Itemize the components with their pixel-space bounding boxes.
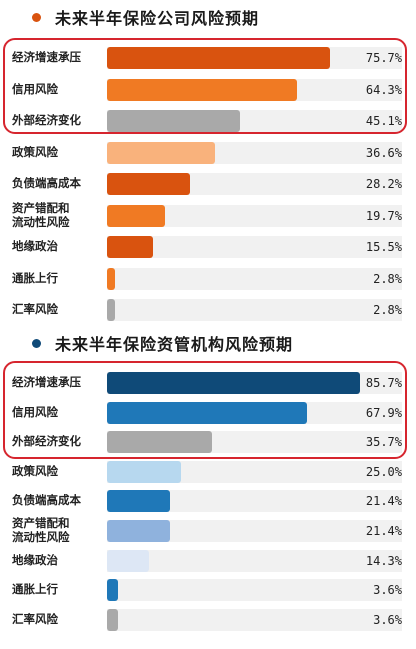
bar	[107, 579, 118, 602]
bar-row: 通胀上行 2.8%	[0, 267, 416, 291]
bar	[107, 236, 153, 258]
bar-row: 负债端高成本 28.2%	[0, 172, 416, 196]
bar-row: 政策风险 25.0%	[0, 460, 416, 484]
bar	[107, 549, 150, 572]
bar-row: 信用风险 67.9%	[0, 401, 416, 425]
bar-row: 外部经济变化 45.1%	[0, 109, 416, 133]
category-label: 汇率风险	[12, 302, 58, 316]
category-label: 信用风险	[12, 404, 58, 419]
bar	[107, 460, 181, 483]
bar-track	[107, 299, 402, 321]
bar-track	[107, 236, 402, 258]
bar	[107, 520, 171, 542]
bar-track	[107, 549, 402, 572]
highlight-box	[3, 361, 407, 459]
category-label: 资产错配和 流动性风险	[12, 516, 70, 544]
category-label: 政策风险	[12, 463, 58, 478]
bar	[107, 372, 360, 394]
bar-track	[107, 267, 402, 290]
bar	[107, 47, 331, 69]
value-label: 85.7%	[365, 376, 402, 390]
bar-row: 政策风险 36.6%	[0, 141, 416, 165]
bar-row: 地缘政治 15.5%	[0, 235, 416, 259]
value-label: 67.9%	[365, 405, 402, 420]
category-label: 经济增速承压	[12, 375, 81, 389]
value-label: 19.7%	[365, 208, 402, 223]
chart-title-row: 未来半年保险公司风险预期	[32, 4, 259, 30]
bullet-dot-icon	[32, 338, 41, 348]
category-label: 汇率风险	[12, 611, 58, 626]
bar-row: 经济增速承压 75.7%	[0, 46, 416, 70]
value-label: 3.6%	[373, 583, 402, 598]
bar-row: 地缘政治 14.3%	[0, 549, 416, 573]
bar	[107, 431, 213, 454]
highlight-box	[3, 38, 407, 134]
category-label: 负债端高成本	[12, 493, 81, 508]
category-label: 信用风险	[12, 81, 58, 96]
bar-row: 经济增速承压 85.7%	[0, 371, 416, 395]
value-label: 2.8%	[373, 271, 402, 286]
category-label: 地缘政治	[12, 239, 58, 253]
bar-row: 汇率风险 2.8%	[0, 298, 416, 322]
category-label: 资产错配和 流动性风险	[12, 200, 70, 229]
value-label: 15.5%	[365, 240, 402, 254]
category-label: 外部经济变化	[12, 434, 81, 449]
category-label: 地缘政治	[12, 552, 58, 567]
bar-row: 信用风险 64.3%	[0, 78, 416, 102]
category-label: 通胀上行	[12, 582, 58, 597]
value-label: 36.6%	[365, 145, 402, 160]
value-label: 21.4%	[365, 524, 402, 538]
bar	[107, 608, 118, 631]
chart-title-row: 未来半年保险资管机构风险预期	[32, 330, 293, 356]
bar-row: 通胀上行 3.6%	[0, 578, 416, 602]
value-label: 25.0%	[365, 464, 402, 479]
bar-track	[107, 608, 402, 631]
category-label: 外部经济变化	[12, 113, 81, 127]
bar	[107, 490, 171, 513]
chart-title: 未来半年保险资管机构风险预期	[55, 335, 294, 354]
bar-row: 汇率风险 3.6%	[0, 608, 416, 632]
bar-track	[107, 490, 402, 513]
value-label: 14.3%	[365, 553, 402, 568]
bar-row: 负债端高成本 21.4%	[0, 489, 416, 513]
bar	[107, 110, 241, 132]
category-label: 政策风险	[12, 144, 58, 159]
bar-track	[107, 579, 402, 602]
value-label: 75.7%	[365, 51, 402, 65]
value-label: 3.6%	[373, 612, 402, 627]
bar-track	[107, 520, 402, 542]
value-label: 45.1%	[365, 114, 402, 128]
value-label: 35.7%	[365, 435, 402, 450]
value-label: 2.8%	[373, 303, 402, 317]
value-label: 21.4%	[365, 494, 402, 509]
bar-row: 资产错配和 流动性风险 19.7%	[0, 200, 416, 229]
value-label: 28.2%	[365, 177, 402, 191]
category-label: 负债端高成本	[12, 176, 81, 190]
bar	[107, 78, 297, 101]
bar-track	[107, 204, 402, 227]
bar-row: 资产错配和 流动性风险 21.4%	[0, 516, 416, 544]
bar	[107, 299, 116, 321]
bar	[107, 204, 166, 227]
bar-row: 外部经济变化 35.7%	[0, 430, 416, 454]
chart-title: 未来半年保险公司风险预期	[55, 9, 260, 28]
bar	[107, 173, 191, 195]
value-label: 64.3%	[365, 82, 402, 97]
category-label: 经济增速承压	[12, 50, 81, 64]
bar	[107, 141, 215, 164]
bullet-dot-icon	[32, 12, 41, 22]
bar	[107, 267, 116, 290]
bar-track	[107, 460, 402, 483]
category-label: 通胀上行	[12, 270, 58, 285]
bar	[107, 401, 308, 424]
